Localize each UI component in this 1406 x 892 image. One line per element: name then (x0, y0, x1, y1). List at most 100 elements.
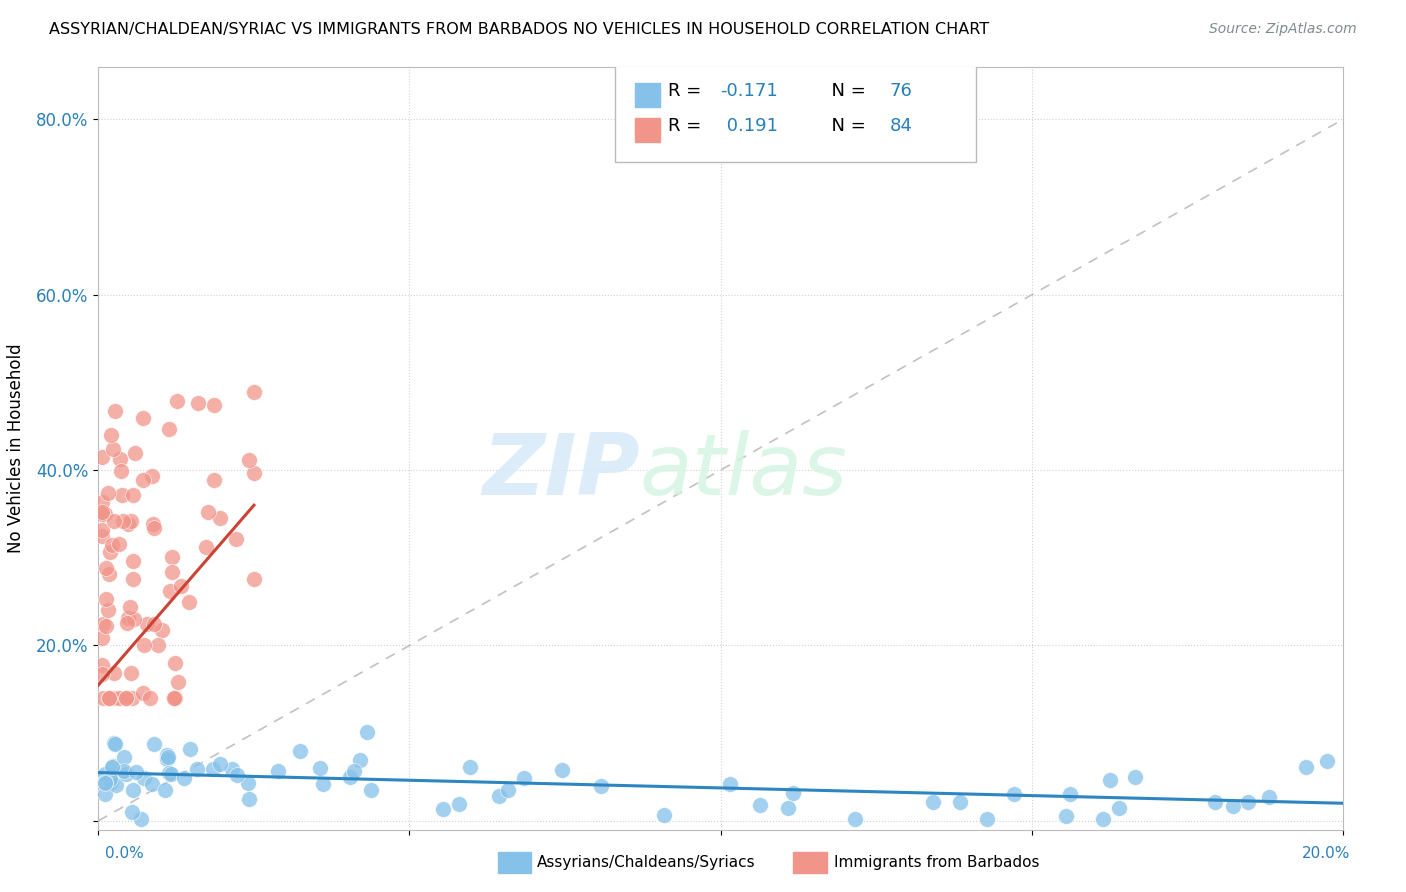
Point (90, 657, 112, 672)
Point (142, 521, 165, 535)
Point (208, 757, 231, 772)
Point (922, 795, 945, 809)
Point (177, 595, 200, 609)
Point (91, 505, 114, 519)
Point (90, 666, 112, 681)
Text: N =: N = (820, 118, 872, 136)
Point (122, 488, 145, 502)
Point (238, 453, 260, 467)
Point (103, 442, 125, 457)
Point (112, 764, 135, 779)
Point (339, 770, 361, 784)
Point (90, 528, 112, 542)
Point (1108, 801, 1130, 815)
Point (93, 787, 115, 801)
Point (1054, 809, 1077, 823)
Point (98, 772, 121, 786)
Text: atlas: atlas (640, 430, 848, 513)
Point (136, 617, 159, 632)
Point (132, 686, 155, 700)
Point (591, 779, 613, 793)
Point (157, 765, 180, 780)
Point (460, 760, 482, 774)
Text: Immigrants from Barbados: Immigrants from Barbados (834, 855, 1039, 870)
Point (120, 514, 142, 528)
Point (496, 782, 519, 797)
Point (91, 691, 114, 706)
Point (309, 761, 332, 775)
Point (166, 394, 188, 409)
Point (141, 469, 163, 483)
Point (91, 632, 114, 646)
Text: ZIP: ZIP (482, 430, 640, 513)
Point (195, 540, 218, 554)
Point (513, 771, 536, 785)
Point (125, 764, 148, 779)
Point (110, 452, 132, 467)
Point (132, 639, 155, 653)
Point (1222, 798, 1244, 813)
Point (139, 691, 162, 706)
Point (186, 762, 208, 776)
Point (1258, 790, 1281, 805)
Point (90, 450, 112, 464)
Point (96, 561, 118, 575)
Point (432, 802, 454, 816)
Point (225, 768, 247, 782)
Point (155, 748, 177, 763)
Point (718, 776, 741, 790)
Point (163, 691, 186, 706)
Point (121, 554, 143, 568)
Point (170, 579, 193, 593)
Point (93, 767, 115, 781)
Point (356, 725, 378, 739)
Point (115, 615, 138, 630)
Point (97, 603, 120, 617)
Text: N =: N = (820, 82, 872, 100)
Point (221, 762, 243, 776)
Point (150, 623, 173, 637)
Point (360, 783, 382, 797)
Point (103, 736, 125, 750)
Point (100, 769, 122, 783)
Point (108, 537, 131, 551)
Point (163, 691, 186, 706)
Text: 0.0%: 0.0% (105, 847, 145, 861)
Point (949, 795, 972, 809)
Point (100, 538, 122, 552)
Point (114, 691, 136, 706)
Point (156, 752, 179, 766)
Point (141, 777, 163, 791)
Text: Source: ZipAtlas.com: Source: ZipAtlas.com (1209, 22, 1357, 37)
Point (159, 583, 181, 598)
Point (749, 797, 772, 812)
Point (97, 691, 120, 706)
Point (844, 812, 866, 826)
Point (93, 775, 115, 789)
Text: R =: R = (668, 118, 707, 136)
Point (131, 473, 153, 487)
Point (118, 600, 141, 615)
Point (103, 666, 125, 681)
Point (776, 800, 799, 814)
Point (110, 488, 132, 502)
Point (115, 691, 138, 706)
Point (238, 792, 260, 806)
Point (94, 591, 117, 606)
Point (165, 691, 187, 706)
Text: 20.0%: 20.0% (1302, 847, 1350, 861)
Point (155, 783, 177, 797)
Point (122, 573, 145, 587)
Point (98, 691, 121, 706)
Point (142, 516, 165, 531)
Point (551, 763, 574, 777)
Point (104, 738, 127, 752)
Point (1059, 787, 1081, 801)
Text: Assyrians/Chaldeans/Syriacs: Assyrians/Chaldeans/Syriacs (537, 855, 755, 870)
Point (110, 464, 132, 478)
Point (236, 775, 259, 789)
Point (132, 411, 155, 425)
Point (652, 808, 675, 822)
Point (312, 777, 335, 791)
Text: R =: R = (668, 82, 707, 100)
